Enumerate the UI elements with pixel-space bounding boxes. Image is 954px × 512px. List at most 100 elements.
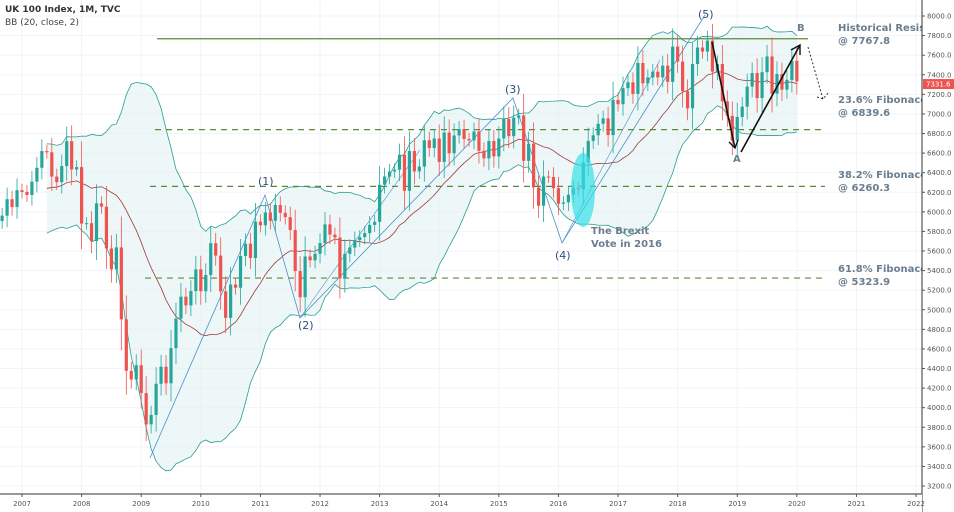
candle-body xyxy=(84,223,89,225)
candle-body xyxy=(477,131,481,151)
candle-body xyxy=(209,243,213,275)
candle-body xyxy=(353,240,357,248)
candle-body xyxy=(293,229,297,272)
candle-body xyxy=(561,202,566,204)
candle-body xyxy=(442,132,446,162)
candle-body xyxy=(273,204,277,221)
x-tick-label: 2012 xyxy=(311,500,329,508)
candle-body xyxy=(184,296,188,306)
candle-body xyxy=(233,284,238,288)
candle-body xyxy=(219,255,223,292)
candle-body xyxy=(134,365,138,380)
candle-body xyxy=(427,140,431,149)
last-price-label: 7331.6 xyxy=(926,81,951,89)
candle-body xyxy=(159,366,163,384)
levels: Historical Resistance @ 7767.8 23.6% Fibon… xyxy=(145,23,954,288)
candle-body xyxy=(50,152,54,177)
candle-body xyxy=(70,141,74,170)
candle-body xyxy=(263,212,267,226)
candle-body xyxy=(745,86,749,107)
wave-label: (4) xyxy=(555,249,571,262)
level-label: Historical Resistance xyxy=(838,23,954,34)
candle-body xyxy=(10,199,14,208)
wave-label: B xyxy=(797,23,805,34)
candle-body xyxy=(253,221,258,259)
candle-body xyxy=(348,247,352,254)
candle-body xyxy=(0,215,4,222)
candle-body xyxy=(35,167,39,182)
candle-body xyxy=(189,291,193,306)
candle-body xyxy=(611,99,615,136)
x-tick-label: 2016 xyxy=(550,500,568,508)
level-label: 23.6% Fibonacci xyxy=(838,95,930,106)
candle-body xyxy=(725,101,729,116)
candle-body xyxy=(94,203,99,242)
candle-body xyxy=(149,414,153,425)
candle-body xyxy=(343,253,347,279)
y-tick-label: 3600.0 xyxy=(927,443,952,451)
candle-body xyxy=(651,71,655,78)
candle-body xyxy=(373,221,377,225)
symbol-title: UK 100 Index, 1M, TVC xyxy=(5,5,121,15)
x-tick-label: 2013 xyxy=(371,500,389,508)
candle-body xyxy=(437,138,441,162)
candle-body xyxy=(596,123,600,136)
candle-body xyxy=(224,291,228,318)
candle-body xyxy=(556,188,561,204)
y-tick-label: 6000.0 xyxy=(927,208,952,216)
indicator-label[interactable]: BB (20, close, 2) xyxy=(5,18,80,28)
chart-legend: UK 100 Index, 1M, TVC BB (20, close, 2) xyxy=(5,4,120,30)
candle-body xyxy=(641,63,645,84)
candle-body xyxy=(20,190,24,192)
brexit-highlight xyxy=(571,153,595,227)
candle-body xyxy=(775,73,779,94)
candle-body xyxy=(75,167,79,170)
y-tick-label: 5000.0 xyxy=(927,306,952,314)
level-label: 38.2% Fibonacci xyxy=(838,170,930,181)
brexit-label-line2: Vote in 2016 xyxy=(591,239,662,250)
level-value: @ 5323.9 xyxy=(838,277,890,288)
y-tick-label: 4000.0 xyxy=(927,404,952,412)
candle-body xyxy=(278,204,282,213)
candle-body xyxy=(795,60,799,82)
candle-body xyxy=(417,166,421,172)
x-tick-label: 2009 xyxy=(132,500,150,508)
candle-body xyxy=(368,224,372,234)
wave-label: (1) xyxy=(258,175,274,188)
candle-body xyxy=(402,154,407,191)
candle-body xyxy=(681,61,685,92)
y-tick-label: 7200.0 xyxy=(927,91,952,99)
candle-body xyxy=(129,370,133,380)
candle-body xyxy=(661,65,665,78)
level-label: 61.8% Fibonacci xyxy=(838,264,930,275)
candle-body xyxy=(422,140,426,167)
y-tick-label: 7400.0 xyxy=(927,71,952,79)
candle-body xyxy=(467,138,471,141)
candle-body xyxy=(144,393,148,425)
candle-body xyxy=(616,99,620,105)
candle-body xyxy=(407,151,412,191)
x-tick-label: 2021 xyxy=(848,500,866,508)
y-tick-label: 7800.0 xyxy=(927,32,952,40)
candle-body xyxy=(194,269,198,292)
candle-body xyxy=(740,106,744,117)
candle-body xyxy=(482,150,486,159)
x-tick-label: 2011 xyxy=(252,500,270,508)
y-tick-label: 5400.0 xyxy=(927,267,952,275)
candle-body xyxy=(248,243,253,259)
candle-body xyxy=(378,184,382,222)
candle-body xyxy=(631,82,635,94)
candle-body xyxy=(452,135,456,154)
candle-body xyxy=(517,115,521,118)
candle-body xyxy=(457,129,461,136)
candle-body xyxy=(785,79,789,90)
candle-body xyxy=(25,191,29,195)
candle-body xyxy=(164,366,168,384)
candle-body xyxy=(65,141,69,167)
candle-body xyxy=(666,65,670,82)
candle-body xyxy=(323,224,327,243)
wave-label: A xyxy=(733,154,741,165)
x-tick-label: 2014 xyxy=(430,500,448,508)
